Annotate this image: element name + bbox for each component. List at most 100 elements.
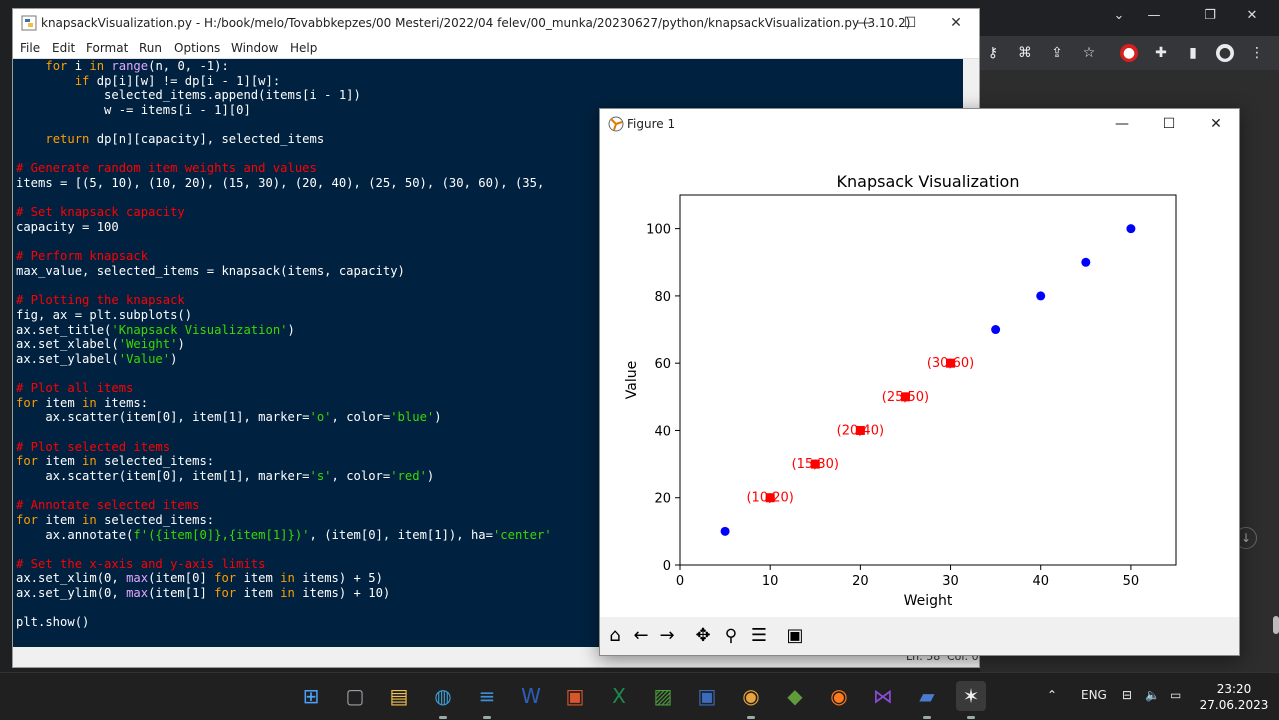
key-icon[interactable]: ⚷ (987, 45, 999, 61)
app-icon[interactable]: ▣ (560, 681, 590, 711)
back-icon[interactable]: ← (633, 625, 649, 646)
matplotlib-icon[interactable]: ✶ (956, 681, 986, 719)
code-line[interactable]: # Set the x-axis and y-axis limits (16, 557, 963, 572)
code-line[interactable]: ax.scatter(item[0], item[1], marker='o',… (16, 410, 963, 425)
app-icon[interactable]: ◆ (780, 681, 810, 711)
minimize-button[interactable]: — (1115, 116, 1129, 132)
code-line[interactable]: items = [(5, 10), (10, 20), (15, 30), (2… (16, 176, 963, 191)
word-icon[interactable]: W (516, 681, 546, 711)
scrollbar-thumb[interactable] (1273, 616, 1279, 634)
close-button[interactable]: ✕ (1246, 8, 1258, 23)
volume-icon[interactable]: 🔈 (1145, 688, 1160, 702)
code-line[interactable]: ax.annotate(f'({item[0]},{item[1]})', (i… (16, 528, 963, 543)
profile-icon[interactable]: ● (1216, 44, 1234, 62)
scatter-point-circle (1081, 257, 1091, 267)
code-line[interactable]: for item in selected_items: (16, 513, 963, 528)
forward-icon[interactable]: → (659, 625, 675, 646)
code-token: (item[1] (148, 586, 215, 601)
x-tick-label: 0 (676, 574, 684, 589)
code-line[interactable]: fig, ax = plt.subplots() (16, 308, 963, 323)
paint-icon[interactable]: ◍ (428, 681, 458, 719)
code-line[interactable]: if dp[i][w] != dp[i - 1][w]: (16, 74, 963, 89)
word-icon-glyph: W (521, 684, 541, 708)
save-icon[interactable]: ▣ (786, 625, 804, 646)
maximize-button[interactable]: ☐ (1162, 116, 1176, 132)
windows-start-icon[interactable]: ⊞ (296, 681, 326, 711)
bookmark-star-icon[interactable]: ☆ (1082, 45, 1096, 61)
code-line[interactable]: capacity = 100 (16, 220, 963, 235)
file-explorer-icon[interactable]: ▤ (384, 681, 414, 711)
pan-icon[interactable]: ✥ (695, 625, 711, 646)
floppy-icon[interactable]: ▣ (692, 681, 722, 711)
code-token: max_value, selected_items = knapsack(ite… (16, 263, 405, 278)
point-annotation: (10,20) (746, 491, 793, 506)
code-line[interactable]: # Set knapsack capacity (16, 205, 963, 220)
configure-icon[interactable]: ☰ (750, 625, 768, 646)
sidepanel-icon[interactable]: ▮ (1189, 45, 1197, 61)
app-icon[interactable]: ▨ (648, 681, 678, 711)
extension-icon[interactable]: ● (1120, 44, 1138, 62)
menu-run[interactable]: Run (139, 41, 163, 55)
visual-studio-icon[interactable]: ⋈ (868, 681, 898, 711)
code-line[interactable]: max_value, selected_items = knapsack(ite… (16, 264, 963, 279)
code-line[interactable]: selected_items.append(items[i - 1]) (16, 88, 963, 103)
firefox-icon[interactable]: ◉ (824, 681, 854, 711)
menu-file[interactable]: File (20, 41, 41, 55)
code-line[interactable]: w -= items[i - 1][0] (16, 103, 963, 118)
code-line[interactable]: ax.set_title('Knapsack Visualization') (16, 323, 963, 338)
restore-button[interactable]: ❐ (1204, 8, 1216, 23)
menu-help[interactable]: Help (290, 41, 318, 55)
code-line[interactable]: ax.set_ylabel('Value') (16, 352, 963, 367)
home-icon[interactable]: ⌂ (609, 625, 621, 646)
x-tick-label: 40 (1032, 574, 1049, 589)
code-line[interactable]: ax.set_ylim(0, max(item[1] for item in i… (16, 586, 963, 601)
menu-edit[interactable]: Edit (52, 41, 76, 55)
chevron-up-icon[interactable]: ⌃ (1047, 688, 1058, 702)
collapse-button[interactable]: — (1147, 8, 1161, 23)
zoom-icon[interactable]: ⚲ (724, 626, 738, 646)
code-line[interactable]: for item in selected_items: (16, 454, 963, 469)
close-button[interactable]: ✕ (950, 15, 962, 31)
code-line[interactable]: plt.show() (16, 615, 963, 630)
kebab-menu-icon[interactable]: ⋮ (1250, 45, 1264, 61)
code-line[interactable]: for item in items: (16, 396, 963, 411)
puzzle-icon[interactable]: ✚ (1155, 45, 1167, 61)
network-icon[interactable]: ⊟ (1122, 688, 1133, 702)
menu-options[interactable]: Options (174, 41, 221, 55)
code-token: 'Weight' (118, 337, 178, 352)
code-line[interactable]: # Perform knapsack (16, 249, 963, 264)
code-line[interactable]: # Plot selected items (16, 440, 963, 455)
code-token: (n, 0, -1): (148, 59, 229, 73)
code-line[interactable]: return dp[n][capacity], selected_items (16, 132, 963, 147)
close-button[interactable]: ✕ (1210, 116, 1222, 132)
clock[interactable]: 23:20 27.06.2023 (1196, 681, 1272, 713)
menu-format[interactable]: Format (86, 41, 129, 55)
code-line[interactable]: for i in range(n, 0, -1): (16, 59, 963, 74)
share-icon[interactable]: ⇪ (1051, 45, 1063, 61)
notepad-icon[interactable]: ≡ (472, 681, 502, 719)
file-explorer-icon-glyph: ▤ (389, 684, 409, 708)
code-token: # Perform knapsack (16, 249, 149, 264)
code-line[interactable]: ax.set_xlim(0, max(item[0] for item in i… (16, 571, 963, 586)
minimize-button[interactable]: ⌄ (1113, 8, 1125, 23)
code-token: if (74, 73, 90, 88)
menu-window[interactable]: Window (231, 41, 279, 55)
code-line[interactable]: ax.set_xlabel('Weight') (16, 337, 963, 352)
code-line[interactable]: ax.scatter(item[0], item[1], marker='s',… (16, 469, 963, 484)
python-idle-icon[interactable]: ▰ (912, 681, 942, 719)
chrome-icon[interactable]: ◉ (736, 681, 766, 719)
windows-start-icon-glyph: ⊞ (302, 684, 320, 708)
code-line[interactable]: # Generate random item weights and value… (16, 161, 963, 176)
code-token: (item[0] (148, 571, 215, 586)
code-line[interactable]: # Plotting the knapsack (16, 293, 963, 308)
minimize-button[interactable]: — (857, 15, 871, 31)
code-line[interactable]: # Annotate selected items (16, 498, 963, 513)
excel-icon[interactable]: X (604, 681, 634, 711)
code-line[interactable]: # Plot all items (16, 381, 963, 396)
task-view-icon[interactable]: ▢ (340, 681, 370, 711)
translate-icon[interactable]: ⌘ (1018, 45, 1032, 61)
visual-studio-icon-glyph: ⋈ (873, 684, 893, 708)
language-indicator[interactable]: ENG (1081, 688, 1107, 702)
maximize-button[interactable]: ☐ (903, 15, 917, 31)
battery-icon[interactable]: ▭ (1170, 688, 1182, 702)
